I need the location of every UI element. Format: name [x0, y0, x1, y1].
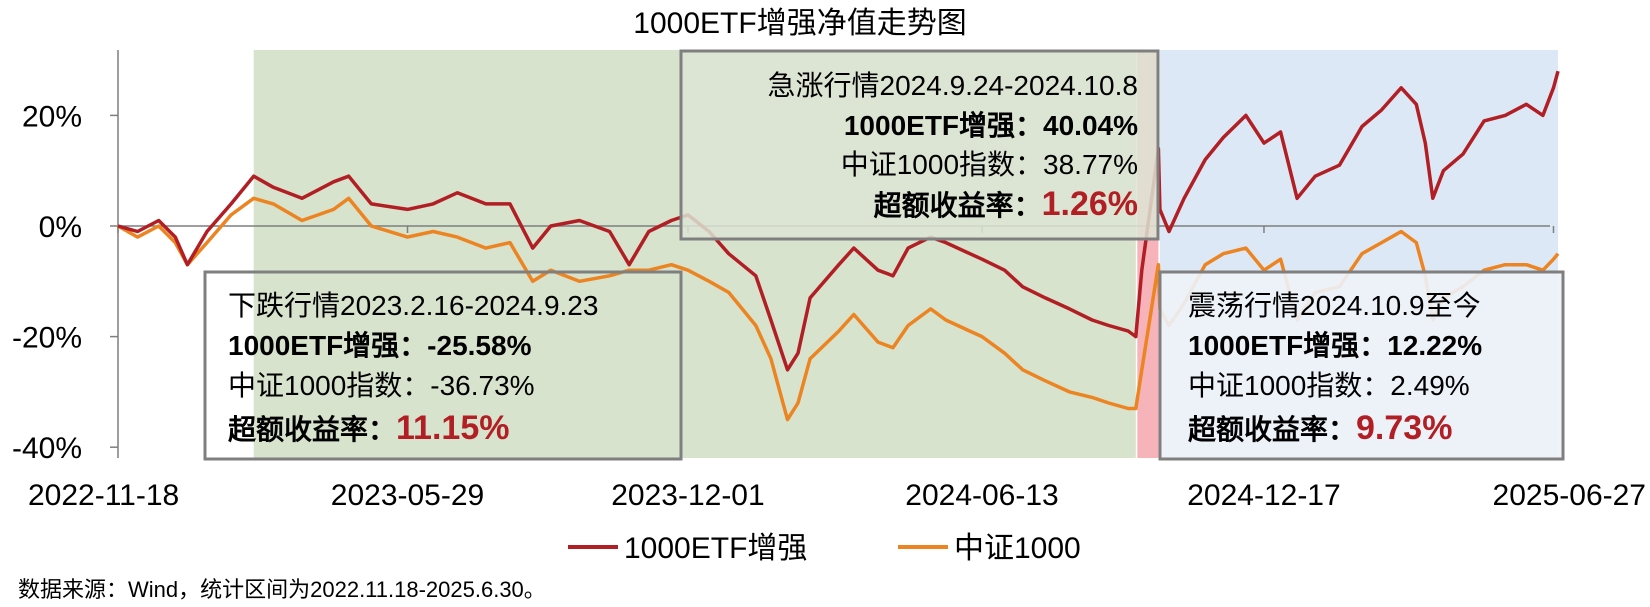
series-line-index [117, 196, 1560, 422]
source-note: 数据来源：Wind，统计区间为2022.11.18-2025.6.30。 [18, 577, 546, 602]
annotation-decline-index: 中证1000指数：-36.73% [228, 370, 535, 401]
annotation-range-etf: 1000ETF增强：12.22% [1188, 330, 1482, 361]
x-tick-label: 2025-06-27 [1493, 479, 1646, 512]
annotation-range-index: 中证1000指数：2.49% [1188, 370, 1470, 401]
legend: 1000ETF增强 中证1000 [568, 532, 1081, 565]
x-tick-label: 2024-06-13 [905, 479, 1058, 512]
x-tick-label: 2023-12-01 [611, 479, 764, 512]
y-axis: 20% 0% -20% -40% [12, 100, 118, 465]
annotation-range-excess-label: 超额收益率： [1188, 413, 1356, 445]
annotation-decline-box [203, 270, 683, 461]
chart-title: 1000ETF增强净值走势图 [633, 7, 966, 40]
annotation-surge-etf: 1000ETF增强：40.04% [844, 110, 1138, 141]
y-tick-label: -40% [12, 432, 82, 465]
annotation-range-excess: 超额收益率：9.73% [1188, 409, 1452, 447]
annotation-surge-box [679, 49, 1160, 241]
x-axis: 2022-11-18 2023-05-29 2023-12-01 2024-06-13… [28, 226, 1646, 512]
annotation-range: 震荡行情2024.10.9至今 1000ETF增强：12.22% 中证1000指… [1158, 270, 1565, 461]
legend-label: 中证1000 [954, 532, 1081, 565]
x-tick-label: 2022-11-18 [28, 479, 179, 512]
annotation-surge-index: 中证1000指数：38.77% [841, 149, 1138, 180]
annotation-surge-excess: 超额收益率：1.26% [874, 185, 1138, 223]
annotation-range-excess-value: 9.73% [1356, 409, 1452, 447]
annotation-surge: 急涨行情2024.9.24-2024.10.8 1000ETF增强：40.04%… [679, 49, 1160, 241]
annotation-decline-etf: 1000ETF增强：-25.58% [228, 330, 532, 361]
annotation-decline-excess: 超额收益率：11.15% [228, 409, 509, 447]
x-tick-label: 2024-12-17 [1187, 479, 1340, 512]
annotation-range-box [1158, 270, 1565, 461]
annotation-decline-title: 下跌行情2023.2.16-2024.9.23 [228, 290, 598, 321]
x-tick-label: 2023-05-29 [331, 479, 484, 512]
annotation-surge-title: 急涨行情2024.9.24-2024.10.8 [768, 70, 1138, 101]
annotation-decline-excess-label: 超额收益率： [228, 413, 396, 445]
legend-label: 1000ETF增强 [624, 532, 807, 565]
annotation-decline-excess-value: 11.15% [396, 409, 509, 447]
annotation-surge-excess-value: 1.26% [1042, 185, 1138, 223]
y-tick-label: 0% [39, 211, 82, 244]
y-tick-label: -20% [12, 322, 82, 355]
annotation-decline: 下跌行情2023.2.16-2024.9.23 1000ETF增强：-25.58… [203, 270, 683, 461]
annotation-surge-excess-label: 超额收益率： [874, 189, 1042, 221]
y-tick-label: 20% [22, 100, 82, 133]
annotation-range-title: 震荡行情2024.10.9至今 [1188, 290, 1481, 321]
